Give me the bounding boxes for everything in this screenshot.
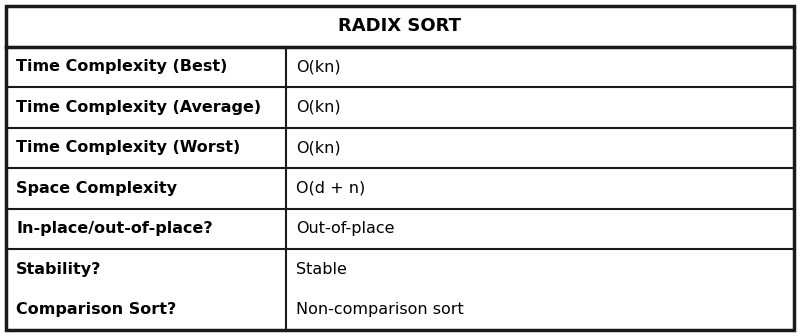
Text: Time Complexity (Worst): Time Complexity (Worst) <box>16 140 240 155</box>
Text: Out-of-place: Out-of-place <box>296 221 394 236</box>
Text: Time Complexity (Best): Time Complexity (Best) <box>16 59 227 74</box>
Text: O(kn): O(kn) <box>296 100 340 115</box>
Text: O(kn): O(kn) <box>296 59 340 74</box>
Text: In-place/out-of-place?: In-place/out-of-place? <box>16 221 213 236</box>
Text: O(d + n): O(d + n) <box>296 181 365 196</box>
Text: Non-comparison sort: Non-comparison sort <box>296 302 463 317</box>
Text: Stability?: Stability? <box>16 262 102 277</box>
Text: RADIX SORT: RADIX SORT <box>338 17 462 35</box>
Text: O(kn): O(kn) <box>296 140 340 155</box>
Text: Stable: Stable <box>296 262 346 277</box>
Text: Time Complexity (Average): Time Complexity (Average) <box>16 100 261 115</box>
Text: Space Complexity: Space Complexity <box>16 181 177 196</box>
Text: Comparison Sort?: Comparison Sort? <box>16 302 176 317</box>
